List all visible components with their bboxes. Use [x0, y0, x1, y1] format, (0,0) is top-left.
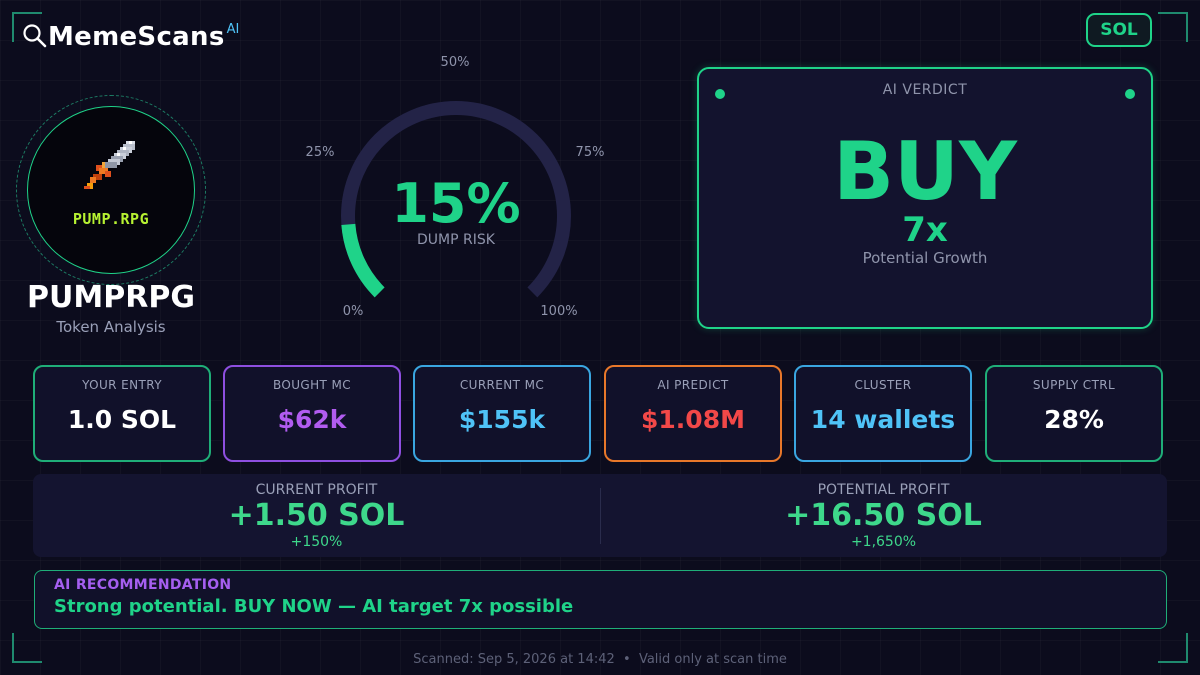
corner-bracket-top-right — [1158, 12, 1188, 42]
stat-value: 14 wallets — [810, 405, 956, 434]
brand-logo: MemeScans AI — [22, 20, 239, 54]
potential-profit-pct: +1,650% — [850, 534, 917, 550]
potential-profit: POTENTIAL PROFIT +16.50 SOL +1,650% — [600, 474, 1167, 550]
current-profit-value: +1.50 SOL — [228, 498, 405, 533]
gauge-tick-100: 100% — [540, 304, 577, 319]
ai-verdict-card: AI VERDICT BUY 7x Potential Growth — [697, 67, 1153, 329]
current-profit-pct: +150% — [290, 534, 343, 550]
gauge-track — [341, 101, 571, 298]
stat-value: $155k — [458, 405, 546, 434]
stat-value: $62k — [277, 405, 347, 434]
stat-label: SUPPLY CTRL — [1032, 378, 1116, 392]
profit-divider — [600, 488, 601, 544]
stat-label: AI PREDICT — [657, 378, 729, 392]
token-avatar — [27, 106, 195, 274]
profit-panel: CURRENT PROFIT +1.50 SOL +150% POTENTIAL… — [33, 474, 1167, 557]
stat-card-supply-ctrl: SUPPLY CTRL 28% — [985, 365, 1163, 462]
token-avatar-outer-ring — [16, 95, 206, 285]
brand-ai-superscript: AI — [226, 22, 240, 37]
current-profit: CURRENT PROFIT +1.50 SOL +150% — [33, 474, 600, 550]
dump-risk-gauge: 50% 25% 75% 0% 100% — [306, 55, 605, 319]
indicator-dot — [715, 89, 725, 99]
stat-card-your-entry: YOUR ENTRY 1.0 SOL — [33, 365, 211, 462]
verdict-subtitle: Potential Growth — [862, 249, 988, 267]
verdict-multiplier: 7x — [902, 210, 948, 250]
stat-card-current-mc: CURRENT MC $155k — [413, 365, 591, 462]
ai-recommendation: AI RECOMMENDATION Strong potential. BUY … — [34, 570, 1167, 629]
stat-value: $1.08M — [641, 405, 745, 434]
recommendation-title: AI RECOMMENDATION — [54, 577, 232, 593]
verdict-label: AI VERDICT — [882, 82, 968, 98]
recommendation-text: Strong potential. BUY NOW — AI target 7x… — [54, 596, 574, 617]
gauge-tick-50: 50% — [441, 55, 470, 70]
chain-badge[interactable]: SOL — [1086, 13, 1152, 47]
current-profit-label: CURRENT PROFIT — [255, 482, 378, 498]
corner-bracket-bottom-left — [12, 633, 42, 663]
scan-footer: Scanned: Sep 5, 2026 at 14:42 • Valid on… — [413, 652, 787, 667]
token-logo-text: PUMP.RPG — [72, 210, 150, 228]
stat-label: CLUSTER — [854, 378, 912, 392]
stat-label: CURRENT MC — [459, 378, 545, 392]
corner-bracket-top-left — [12, 12, 42, 42]
stat-card-ai-predict: AI PREDICT $1.08M — [604, 365, 782, 462]
gauge-tick-25: 25% — [306, 145, 335, 160]
stat-card-bought-mc: BOUGHT MC $62k — [223, 365, 401, 462]
verdict-word: BUY — [833, 125, 1017, 218]
potential-profit-label: POTENTIAL PROFIT — [817, 482, 950, 498]
gauge-fill — [341, 223, 385, 298]
token-name: PUMPRPG — [27, 280, 195, 315]
stat-label: BOUGHT MC — [272, 378, 352, 392]
gauge-value: 15% — [391, 172, 521, 235]
stat-label: YOUR ENTRY — [82, 378, 162, 392]
corner-bracket-bottom-right — [1158, 633, 1188, 663]
potential-profit-value: +16.50 SOL — [785, 498, 982, 533]
indicator-dot — [1125, 89, 1135, 99]
brand-name: MemeScans — [48, 22, 225, 52]
stat-card-cluster: CLUSTER 14 wallets — [794, 365, 972, 462]
magnifier-icon — [23, 24, 47, 48]
stat-value: 28% — [1044, 405, 1104, 434]
pixel-sword-icon — [84, 141, 135, 189]
stat-value: 1.0 SOL — [67, 405, 177, 434]
gauge-tick-75: 75% — [576, 145, 605, 160]
gauge-caption: DUMP RISK — [417, 232, 495, 248]
gauge-tick-0: 0% — [343, 304, 364, 319]
token-subtitle: Token Analysis — [56, 318, 166, 336]
